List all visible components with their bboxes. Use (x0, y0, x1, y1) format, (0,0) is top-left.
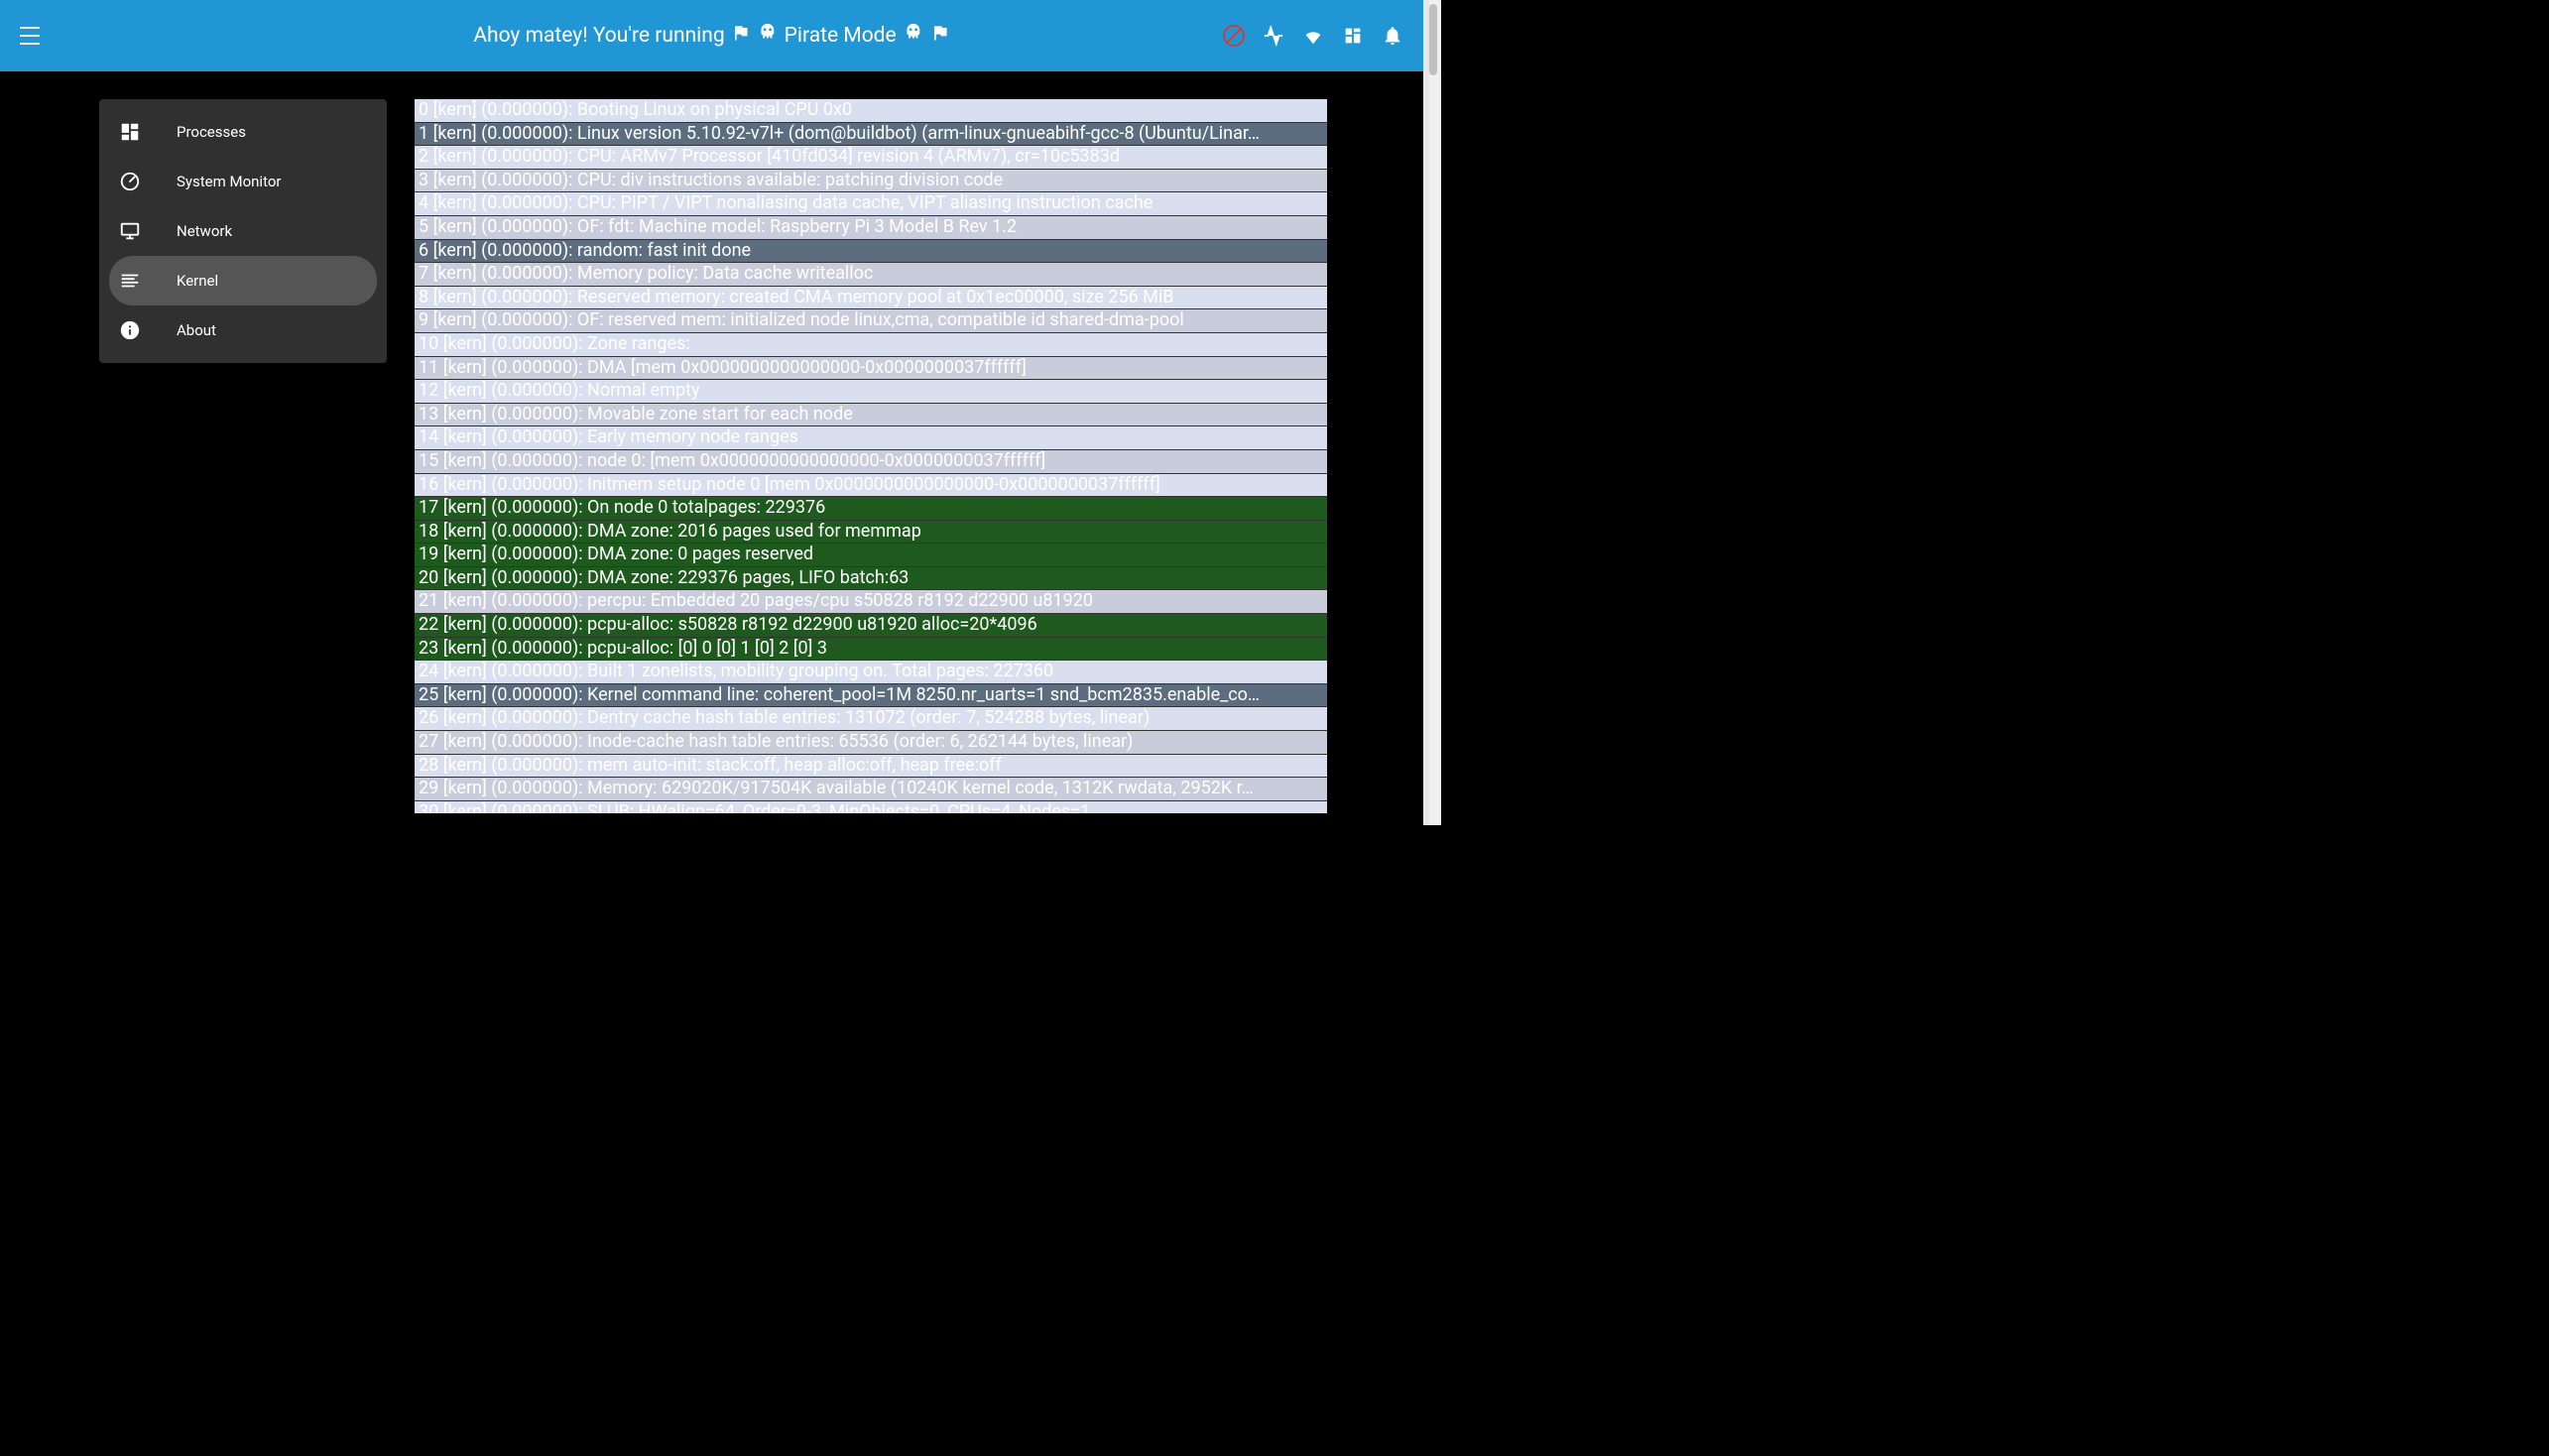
network-icon[interactable] (1342, 25, 1364, 47)
dashboard-icon (119, 121, 141, 143)
title-prefix: Ahoy matey! You're running (473, 24, 724, 48)
log-line[interactable]: 12 [kern] (0.000000): Normal empty (415, 380, 1327, 404)
sidebar: Processes System Monitor Network Kernel Abou… (99, 99, 387, 363)
page-title: Ahoy matey! You're running Pirate Mode (473, 22, 949, 50)
flag-icon (731, 23, 751, 49)
log-line[interactable]: 11 [kern] (0.000000): DMA [mem 0x0000000… (415, 357, 1327, 381)
monitor-icon (119, 220, 141, 242)
log-line[interactable]: 15 [kern] (0.000000): node 0: [mem 0x000… (415, 450, 1327, 474)
log-line[interactable]: 20 [kern] (0.000000): DMA zone: 229376 p… (415, 567, 1327, 591)
log-line[interactable]: 10 [kern] (0.000000): Zone ranges: (415, 333, 1327, 357)
header-icons (1223, 25, 1403, 47)
log-line[interactable]: 21 [kern] (0.000000): percpu: Embedded 2… (415, 590, 1327, 614)
sidebar-item-processes[interactable]: Processes (99, 107, 387, 157)
blocked-icon[interactable] (1223, 25, 1245, 47)
log-line[interactable]: 26 [kern] (0.000000): Dentry cache hash … (415, 707, 1327, 731)
info-icon (119, 319, 141, 341)
log-line[interactable]: 3 [kern] (0.000000): CPU: div instructio… (415, 170, 1327, 193)
log-line[interactable]: 28 [kern] (0.000000): mem auto-init: sta… (415, 755, 1327, 779)
log-line[interactable]: 14 [kern] (0.000000): Early memory node … (415, 426, 1327, 450)
log-line[interactable]: 1 [kern] (0.000000): Linux version 5.10.… (415, 123, 1327, 147)
log-line[interactable]: 30 [kern] (0.000000): SLUB: HWalign=64, … (415, 801, 1327, 813)
log-line[interactable]: 5 [kern] (0.000000): OF: fdt: Machine mo… (415, 216, 1327, 240)
log-line[interactable]: 24 [kern] (0.000000): Built 1 zonelists,… (415, 661, 1327, 684)
sidebar-item-label: Kernel (177, 272, 218, 290)
log-line[interactable]: 23 [kern] (0.000000): pcpu-alloc: [0] 0 … (415, 638, 1327, 662)
log-line[interactable]: 19 [kern] (0.000000): DMA zone: 0 pages … (415, 544, 1327, 567)
skull-icon-2 (903, 22, 924, 50)
log-line[interactable]: 18 [kern] (0.000000): DMA zone: 2016 pag… (415, 521, 1327, 545)
log-line[interactable]: 17 [kern] (0.000000): On node 0 totalpag… (415, 497, 1327, 521)
bell-icon[interactable] (1382, 25, 1403, 47)
log-line[interactable]: 6 [kern] (0.000000): random: fast init d… (415, 240, 1327, 264)
menu-button[interactable] (20, 24, 44, 48)
log-line[interactable]: 13 [kern] (0.000000): Movable zone start… (415, 404, 1327, 427)
kernel-log-panel[interactable]: 0 [kern] (0.000000): Booting Linux on ph… (415, 99, 1327, 813)
sidebar-item-label: System Monitor (177, 173, 281, 190)
log-line[interactable]: 7 [kern] (0.000000): Memory policy: Data… (415, 263, 1327, 287)
log-line[interactable]: 25 [kern] (0.000000): Kernel command lin… (415, 684, 1327, 708)
log-line[interactable]: 29 [kern] (0.000000): Memory: 629020K/91… (415, 778, 1327, 801)
sidebar-item-network[interactable]: Network (99, 206, 387, 256)
sidebar-item-about[interactable]: About (99, 305, 387, 355)
flag-icon-2 (930, 23, 950, 49)
lines-icon (119, 270, 141, 292)
main-content: Processes System Monitor Network Kernel Abou… (0, 71, 1423, 825)
title-suffix: Pirate Mode (785, 24, 897, 48)
log-line[interactable]: 2 [kern] (0.000000): CPU: ARMv7 Processo… (415, 146, 1327, 170)
sidebar-item-label: Network (177, 222, 232, 240)
sidebar-item-system-monitor[interactable]: System Monitor (99, 157, 387, 206)
sidebar-item-label: About (177, 321, 216, 339)
sidebar-item-kernel[interactable]: Kernel (109, 256, 377, 305)
skull-icon (757, 22, 779, 50)
log-line[interactable]: 8 [kern] (0.000000): Reserved memory: cr… (415, 287, 1327, 310)
log-line[interactable]: 16 [kern] (0.000000): Initmem setup node… (415, 474, 1327, 498)
gauge-icon (119, 171, 141, 192)
app-header: Ahoy matey! You're running Pirate Mode (0, 0, 1423, 71)
log-line[interactable]: 0 [kern] (0.000000): Booting Linux on ph… (415, 99, 1327, 123)
heartbeat-icon[interactable] (1263, 25, 1284, 47)
wifi-icon[interactable] (1302, 25, 1324, 47)
log-line[interactable]: 9 [kern] (0.000000): OF: reserved mem: i… (415, 309, 1327, 333)
log-line[interactable]: 22 [kern] (0.000000): pcpu-alloc: s50828… (415, 614, 1327, 638)
log-line[interactable]: 27 [kern] (0.000000): Inode-cache hash t… (415, 731, 1327, 755)
log-line[interactable]: 4 [kern] (0.000000): CPU: PIPT / VIPT no… (415, 192, 1327, 216)
sidebar-item-label: Processes (177, 123, 246, 141)
